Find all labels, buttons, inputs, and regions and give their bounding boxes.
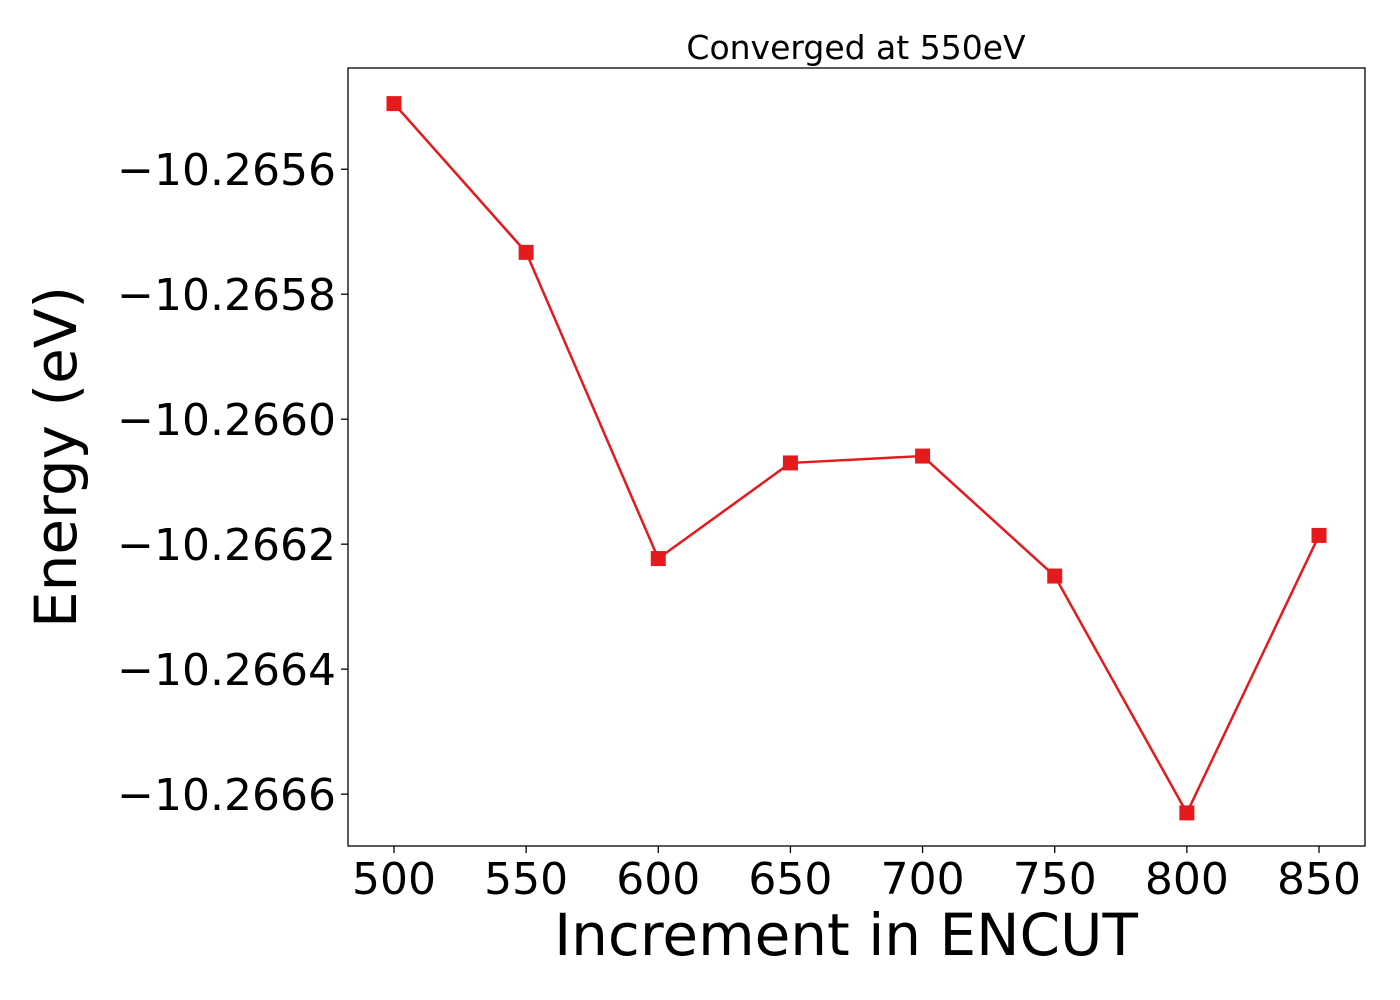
data-point-marker [1179, 805, 1195, 821]
y-tick-label: −10.2660 [117, 395, 336, 446]
y-tick-label: −10.2658 [117, 270, 336, 321]
series-line [393, 102, 1321, 815]
y-axis: −10.2656 −10.2658 −10.2660 −10.2662 −10.2664… [117, 145, 348, 821]
series-layer [386, 96, 1327, 821]
data-point-marker [1311, 527, 1327, 543]
data-point-marker [386, 96, 402, 112]
x-axis: 500 550 600 650 700 750 800 850 [352, 846, 1361, 905]
x-tick-label: 750 [1013, 854, 1097, 905]
y-axis-label: Energy (eV) [22, 286, 90, 628]
data-point-marker [518, 244, 534, 260]
x-tick-label: 500 [352, 854, 436, 905]
x-tick-label: 700 [881, 854, 965, 905]
data-point-marker [650, 551, 666, 567]
x-tick-label: 600 [616, 854, 700, 905]
x-tick-label: 550 [484, 854, 568, 905]
x-tick-label: 850 [1277, 854, 1361, 905]
plot-area-frame [347, 67, 1366, 847]
y-tick-label: −10.2664 [117, 645, 336, 696]
x-axis-label: Increment in ENCUT [554, 901, 1138, 969]
data-point-marker [915, 448, 931, 464]
chart-title: Converged at 550eV [686, 28, 1026, 67]
x-tick-label: 800 [1145, 854, 1229, 905]
y-tick-label: −10.2656 [117, 145, 336, 196]
y-tick-label: −10.2666 [117, 770, 336, 821]
data-point-marker [1047, 568, 1063, 584]
y-tick-label: −10.2662 [117, 520, 336, 571]
data-point-marker [782, 455, 798, 471]
x-tick-label: 650 [748, 854, 832, 905]
